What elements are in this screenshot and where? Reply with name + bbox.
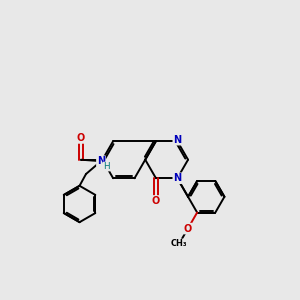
Text: CH₃: CH₃ [171,239,188,248]
Text: O: O [184,224,192,234]
Text: O: O [77,133,85,143]
Text: N: N [173,173,181,183]
Text: N: N [97,156,105,166]
Text: O: O [152,196,160,206]
Text: N: N [173,135,181,145]
Text: H: H [103,162,110,171]
